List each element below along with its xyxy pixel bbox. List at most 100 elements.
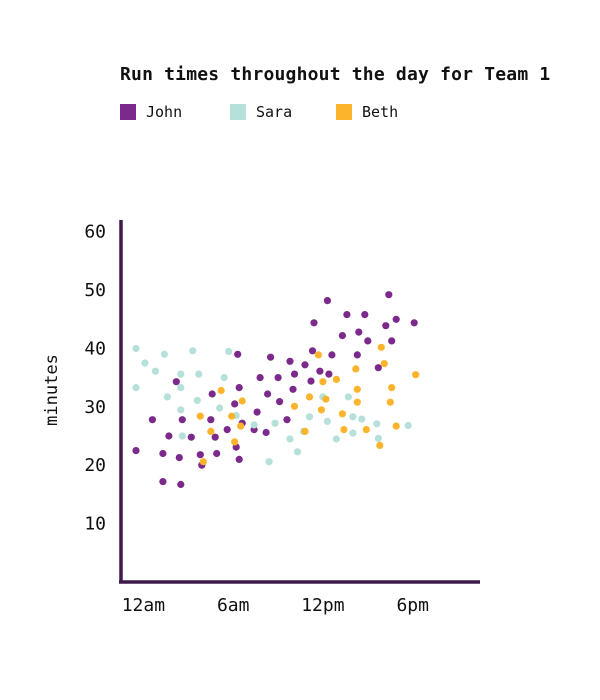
point-john-29: [274, 374, 282, 382]
point-john-31: [283, 416, 291, 424]
point-beth-26: [388, 384, 396, 392]
point-sara-27: [344, 393, 352, 401]
point-beth-11: [314, 351, 322, 359]
legend-swatch-beth: [336, 104, 352, 120]
point-sara-14: [220, 374, 228, 382]
point-john-24: [253, 408, 261, 416]
point-john-43: [338, 332, 346, 340]
point-john-6: [175, 454, 183, 462]
point-beth-24: [380, 360, 388, 368]
point-sara-26: [332, 435, 340, 443]
point-sara-21: [293, 448, 302, 456]
point-sara-20: [286, 435, 294, 443]
point-beth-18: [352, 365, 360, 373]
y-tick-label-10: 10: [84, 514, 106, 535]
point-beth-12: [317, 406, 325, 414]
point-john-2: [159, 449, 167, 458]
x-tick-label-12pm: 12pm: [301, 595, 344, 616]
point-john-20: [235, 384, 243, 392]
point-john-4: [165, 432, 173, 440]
point-john-30: [276, 398, 284, 406]
point-sara-19: [271, 419, 279, 427]
point-john-19: [234, 350, 242, 358]
point-john-38: [310, 319, 318, 327]
y-tick-label-30: 30: [84, 397, 106, 418]
point-john-25: [256, 374, 264, 382]
point-sara-10: [189, 347, 197, 355]
x-tick-label-6pm: 6pm: [396, 595, 429, 616]
point-john-36: [307, 377, 315, 385]
legend: John Sara Beth: [120, 102, 560, 122]
legend-label-beth: Beth: [362, 103, 399, 121]
point-beth-4: [228, 412, 236, 420]
point-beth-14: [322, 395, 330, 403]
x-axis-ticks: 12am 6am 12pm 6pm: [122, 595, 429, 616]
point-beth-5: [231, 438, 239, 446]
legend-label-sara: Sara: [256, 103, 293, 121]
point-john-28: [267, 353, 275, 361]
point-sara-0: [132, 344, 140, 353]
point-john-44: [343, 311, 351, 319]
point-john-49: [374, 364, 382, 372]
point-john-21: [235, 455, 243, 463]
y-tick-label-20: 20: [84, 455, 106, 476]
point-john-47: [361, 311, 369, 319]
point-beth-1: [199, 458, 207, 466]
point-sara-8: [177, 406, 185, 414]
point-sara-30: [358, 415, 366, 423]
point-john-37: [308, 347, 317, 355]
point-sara-11: [193, 396, 201, 404]
point-beth-0: [196, 412, 204, 420]
y-axis-label: minutes: [42, 354, 62, 426]
point-john-53: [392, 315, 400, 323]
point-beth-23: [377, 343, 385, 351]
point-sara-12: [195, 370, 203, 378]
point-sara-23: [305, 413, 314, 421]
point-john-13: [208, 390, 216, 398]
point-john-46: [355, 328, 363, 336]
point-john-26: [262, 428, 270, 437]
point-sara-2: [141, 359, 149, 367]
point-john-15: [213, 449, 221, 458]
point-john-40: [323, 297, 331, 305]
point-john-14: [211, 433, 219, 441]
point-john-16: [223, 426, 231, 434]
point-beth-7: [238, 397, 246, 405]
point-john-41: [325, 370, 333, 378]
legend-label-john: John: [146, 103, 183, 121]
point-sara-33: [404, 421, 412, 430]
y-tick-label-40: 40: [84, 339, 106, 360]
point-john-1: [148, 416, 156, 424]
point-sara-29: [349, 429, 357, 437]
point-john-0: [132, 447, 140, 455]
point-beth-2: [207, 427, 215, 435]
x-tick-label-12am: 12am: [122, 595, 165, 616]
point-sara-18: [265, 458, 273, 466]
point-john-5: [172, 378, 180, 386]
point-john-27: [264, 390, 272, 398]
point-beth-27: [392, 422, 400, 430]
x-tick-label-6am: 6am: [217, 595, 250, 616]
point-beth-10: [305, 393, 314, 401]
point-sara-13: [216, 404, 224, 412]
point-john-45: [353, 351, 361, 359]
point-beth-16: [338, 410, 346, 418]
point-beth-22: [376, 441, 384, 449]
point-john-42: [328, 351, 336, 359]
point-sara-6: [177, 370, 185, 378]
point-beth-3: [217, 386, 225, 395]
point-sara-25: [323, 417, 331, 425]
point-sara-28: [349, 413, 357, 421]
point-sara-9: [178, 432, 186, 440]
point-john-48: [364, 337, 372, 345]
point-beth-21: [362, 426, 370, 434]
point-sara-4: [160, 350, 168, 358]
point-john-17: [231, 400, 239, 408]
point-john-3: [159, 478, 167, 486]
legend-swatch-john: [120, 104, 136, 120]
point-sara-3: [151, 367, 159, 375]
point-beth-6: [237, 422, 245, 430]
point-beth-25: [386, 398, 394, 406]
point-john-10: [196, 451, 204, 459]
legend-item-john: John: [120, 102, 182, 122]
